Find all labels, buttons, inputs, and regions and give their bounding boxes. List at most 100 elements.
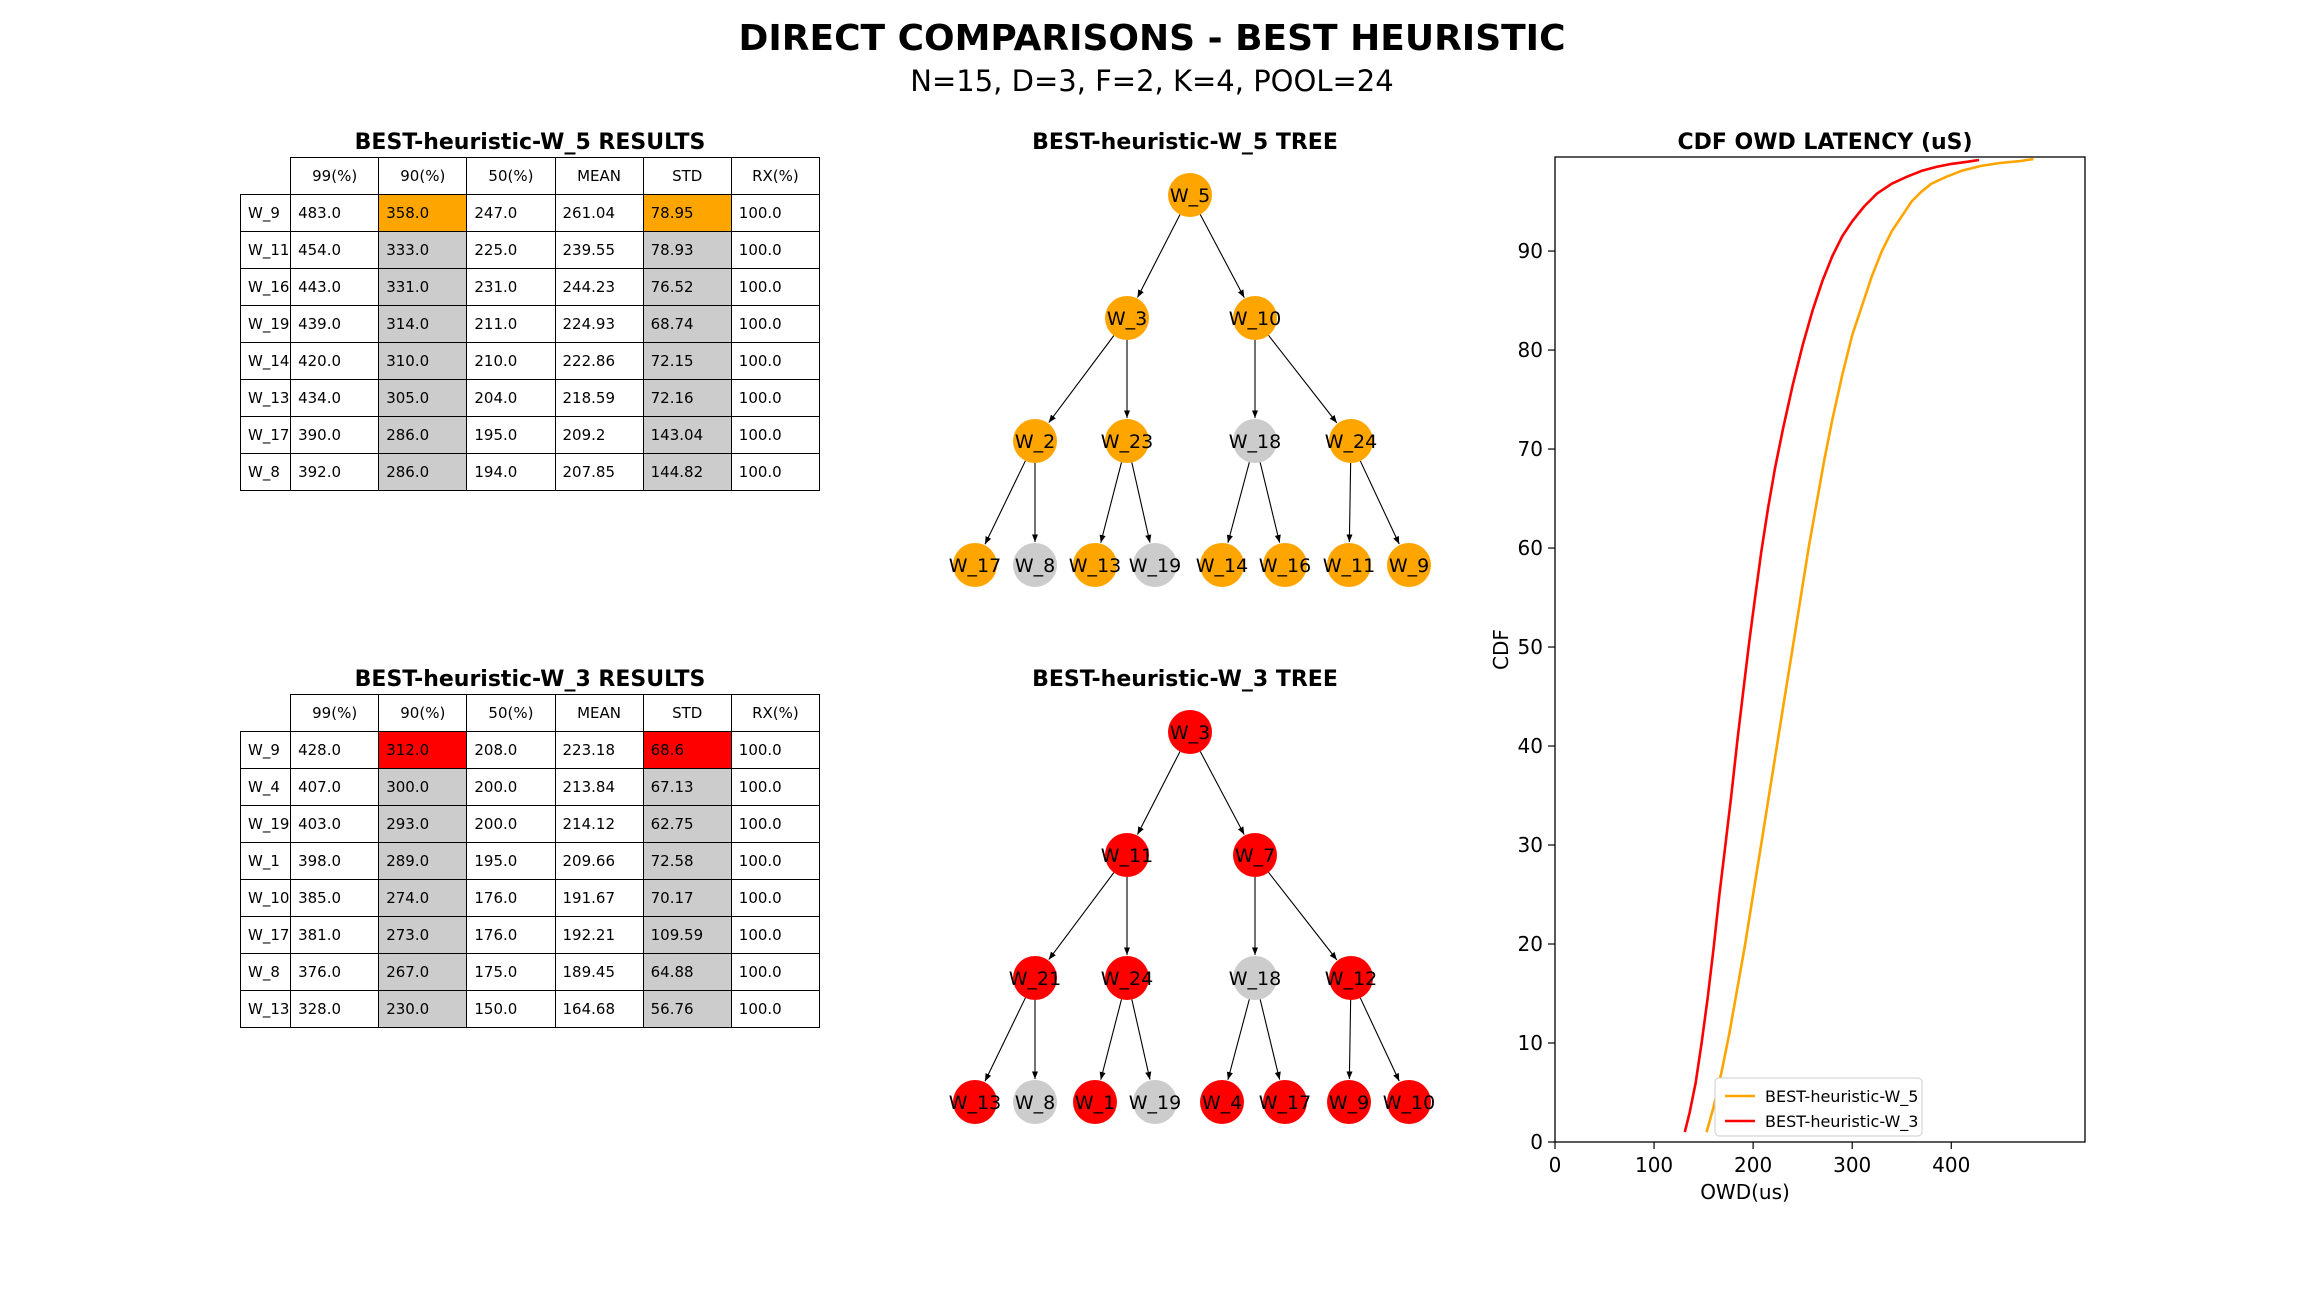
row-label: W_10 <box>239 879 292 917</box>
table-cell: 267.0 <box>378 953 468 991</box>
x-tick-label: 200 <box>1734 1153 1772 1177</box>
tree-edge <box>1346 462 1353 543</box>
table-row: W_19 439.0 314.0 211.0 224.93 68.74 100.0 <box>239 305 821 343</box>
tree-node-circle <box>1233 296 1277 340</box>
tree-node: W_14 <box>1196 543 1248 587</box>
column-header: STD <box>642 694 732 732</box>
table-row: W_1 398.0 289.0 195.0 209.66 72.58 100.0 <box>239 842 821 880</box>
table-row: W_13 328.0 230.0 150.0 164.68 56.76 100.0 <box>239 990 821 1028</box>
tree-node-label: W_10 <box>1383 1092 1435 1114</box>
table-cell: 204.0 <box>466 379 556 417</box>
table-cell: 100.0 <box>730 305 821 343</box>
y-tick-label: 20 <box>1518 932 1543 956</box>
tree-node: W_3 <box>1168 710 1212 754</box>
tree-node: W_7 <box>1233 833 1277 877</box>
x-axis-label: OWD(us) <box>1700 1180 1790 1204</box>
tree-node-label: W_13 <box>1069 555 1121 577</box>
tree-node-label: W_17 <box>949 555 1001 577</box>
table-cell: 428.0 <box>290 731 380 769</box>
table-row: W_8 376.0 267.0 175.0 189.45 64.88 100.0 <box>239 953 821 991</box>
tree-node-circle <box>1387 1080 1431 1124</box>
column-header: RX(%) <box>730 157 821 195</box>
table-cell: 209.2 <box>554 416 644 454</box>
table-cell: 207.85 <box>554 453 644 491</box>
table-cell: 100.0 <box>730 805 821 843</box>
table-cell: 398.0 <box>290 842 380 880</box>
tree-node: W_10 <box>1229 296 1281 340</box>
tree-node-circle <box>1013 1080 1057 1124</box>
tree-node: W_4 <box>1200 1080 1244 1124</box>
table-cell: 67.13 <box>642 768 732 806</box>
row-label: W_19 <box>239 805 292 843</box>
column-header: 90(%) <box>378 694 468 732</box>
table-cell: 100.0 <box>730 194 821 232</box>
tree-node-label: W_12 <box>1325 968 1377 990</box>
table-row: W_19 403.0 293.0 200.0 214.12 62.75 100.0 <box>239 805 821 843</box>
table-cell: 72.15 <box>642 342 732 380</box>
x-tick-label: 300 <box>1833 1153 1871 1177</box>
tree-node: W_18 <box>1229 956 1281 1000</box>
table-cell: 72.58 <box>642 842 732 880</box>
tree-node: W_24 <box>1325 419 1377 463</box>
table-row: W_4 407.0 300.0 200.0 213.84 67.13 100.0 <box>239 768 821 806</box>
column-header: 90(%) <box>378 157 468 195</box>
tree-title-w3: BEST-heuristic-W_3 TREE <box>1032 667 1338 692</box>
table-cell: 305.0 <box>378 379 468 417</box>
table-cell: 194.0 <box>466 453 556 491</box>
table-cell: 78.93 <box>642 231 732 269</box>
tree-edge <box>1359 460 1400 545</box>
legend-entry: BEST-heuristic-W_3 <box>1765 1112 1918 1132</box>
row-label: W_8 <box>239 953 292 991</box>
table-corner <box>241 158 291 195</box>
table-cell: 191.67 <box>554 879 644 917</box>
tree-node: W_16 <box>1259 543 1311 587</box>
tree-node-circle <box>1233 833 1277 877</box>
chart-title: CDF OWD LATENCY (uS) <box>1677 130 1973 155</box>
tree-w3: W_3 W_11 W_7 W_21 W_24 W_18 W_12 W_13 W_8 W_1 W_19… <box>949 710 1435 1124</box>
table-row: W_17 381.0 273.0 176.0 192.21 109.59 100.0 <box>239 916 821 954</box>
y-tick-label: 40 <box>1518 734 1543 758</box>
y-tick-label: 70 <box>1518 437 1543 461</box>
column-header: STD <box>642 157 732 195</box>
series-line-0 <box>1705 157 2034 1133</box>
x-tick-label: 400 <box>1932 1153 1970 1177</box>
table-cell: 273.0 <box>378 916 468 954</box>
table-cell: 392.0 <box>290 453 380 491</box>
tree-node: W_9 <box>1387 543 1431 587</box>
y-tick-label: 0 <box>1530 1130 1543 1154</box>
table-row: W_10 385.0 274.0 176.0 191.67 70.17 100.0 <box>239 879 821 917</box>
tree-node-label: W_8 <box>1015 555 1055 577</box>
table-cell: 208.0 <box>466 731 556 769</box>
tree-node-label: W_23 <box>1101 431 1153 453</box>
tree-node-circle <box>1073 1080 1117 1124</box>
y-tick-label: 80 <box>1518 338 1543 362</box>
tree-node-label: W_24 <box>1325 431 1377 453</box>
row-label: W_17 <box>239 416 292 454</box>
row-label: W_14 <box>239 342 292 380</box>
tree-edge <box>1199 214 1245 298</box>
tree-node: W_23 <box>1101 419 1153 463</box>
table-header-row: 99(%) 90(%) 50(%) MEAN STD RX(%) <box>241 157 821 195</box>
tree-node-circle <box>1168 173 1212 217</box>
tree-node-label: W_9 <box>1389 555 1429 577</box>
tree-edge <box>1131 462 1152 543</box>
figure-subtitle: N=15, D=3, F=2, K=4, POOL=24 <box>910 64 1394 98</box>
table-cell: 100.0 <box>730 731 821 769</box>
row-label: W_16 <box>239 268 292 306</box>
tree-node-circle <box>1013 956 1057 1000</box>
table-cell: 100.0 <box>730 342 821 380</box>
table-cell: 385.0 <box>290 879 380 917</box>
tree-node-circle <box>1105 833 1149 877</box>
y-tick-label: 30 <box>1518 833 1543 857</box>
row-label: W_19 <box>239 305 292 343</box>
table-cell: 274.0 <box>378 879 468 917</box>
tree-node-label: W_8 <box>1015 1092 1055 1114</box>
tree-node-label: W_7 <box>1235 845 1275 867</box>
tree-node-circle <box>1327 1080 1371 1124</box>
tree-edge <box>1136 214 1181 298</box>
legend <box>1714 1077 1923 1137</box>
table-row: W_16 443.0 331.0 231.0 244.23 76.52 100.0 <box>239 268 821 306</box>
table-cell: 70.17 <box>642 879 732 917</box>
tree-node-label: W_5 <box>1170 185 1210 207</box>
legend-entry: BEST-heuristic-W_5 <box>1765 1087 1918 1107</box>
